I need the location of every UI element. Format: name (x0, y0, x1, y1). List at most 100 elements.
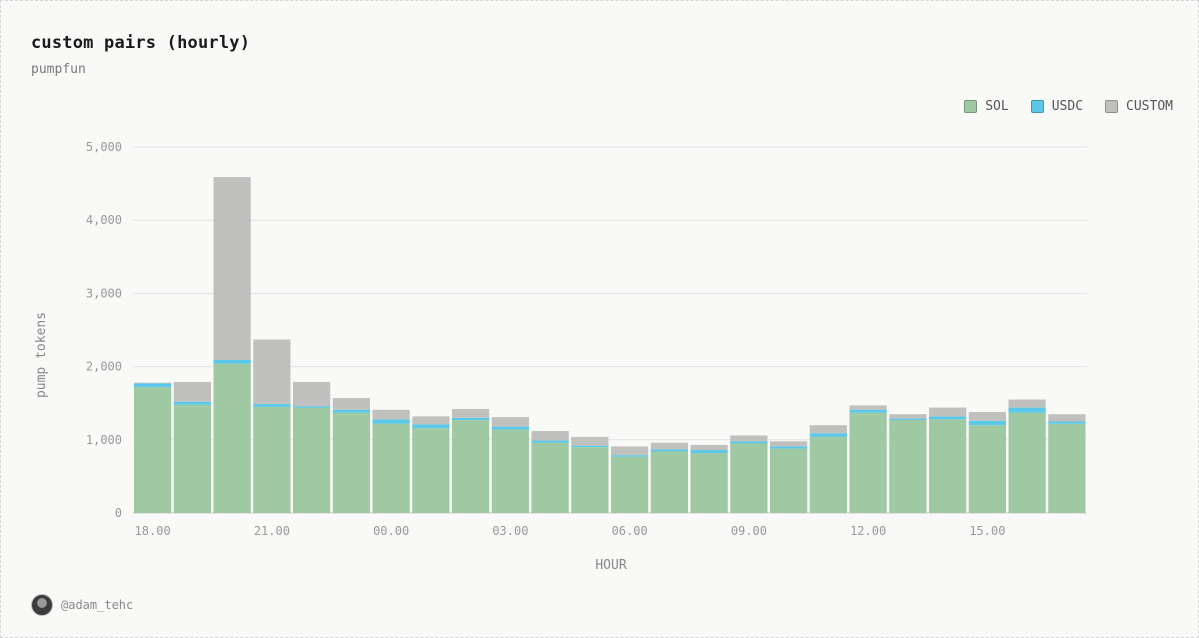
bar-sol[interactable] (213, 363, 251, 513)
bar-usdc[interactable] (690, 450, 728, 453)
bar-custom[interactable] (770, 441, 808, 447)
bar-sol[interactable] (332, 412, 370, 513)
bar-sol[interactable] (1048, 423, 1086, 513)
bar-sol[interactable] (452, 420, 490, 513)
bar-sol[interactable] (929, 419, 967, 513)
bar-usdc[interactable] (1008, 407, 1046, 413)
bar-usdc[interactable] (452, 417, 490, 421)
bar-usdc[interactable] (650, 449, 688, 452)
x-tick-label: 12.00 (850, 524, 886, 538)
bar-sol[interactable] (809, 436, 847, 513)
bar-custom[interactable] (372, 409, 410, 420)
bar-sol[interactable] (730, 443, 768, 513)
bar-sol[interactable] (770, 448, 808, 513)
bar-usdc[interactable] (809, 433, 847, 437)
avatar[interactable] (31, 594, 53, 616)
grid-lines (133, 146, 1087, 514)
footer: @adam_tehc (31, 594, 133, 616)
y-tick-label: 3,000 (86, 286, 122, 300)
legend-label-sol: SOL (985, 99, 1009, 114)
bar-sol[interactable] (571, 447, 609, 513)
bar-usdc[interactable] (929, 416, 967, 420)
bar-sol[interactable] (968, 425, 1006, 513)
bar-usdc[interactable] (531, 440, 569, 443)
legend-item-sol[interactable]: SOL (964, 99, 1009, 114)
chart-title: custom pairs (hourly) (31, 33, 251, 53)
y-axis-label: pump tokens (34, 312, 49, 398)
legend-label-usdc: USDC (1051, 99, 1084, 114)
bar-custom[interactable] (849, 405, 887, 410)
chart-subtitle: pumpfun (31, 62, 86, 77)
x-tick-label: 03.00 (492, 524, 528, 538)
bar-custom[interactable] (293, 381, 331, 407)
bar-usdc[interactable] (134, 383, 172, 388)
bar-custom[interactable] (332, 398, 370, 410)
bar-sol[interactable] (173, 404, 211, 513)
bar-usdc[interactable] (1048, 421, 1086, 424)
bar-custom[interactable] (531, 431, 569, 441)
bar-usdc[interactable] (332, 409, 370, 413)
bar-sol[interactable] (372, 423, 410, 513)
bar-sol[interactable] (889, 420, 927, 513)
bar-usdc[interactable] (213, 360, 251, 364)
bar-usdc[interactable] (968, 420, 1006, 426)
bar-usdc[interactable] (412, 424, 450, 429)
bar-custom[interactable] (611, 446, 649, 456)
bar-sol[interactable] (253, 406, 291, 513)
bar-custom[interactable] (929, 407, 967, 417)
bar-usdc[interactable] (372, 419, 410, 424)
bar-usdc[interactable] (253, 403, 291, 407)
y-tick-label: 1,000 (86, 433, 122, 447)
x-tick-label: 00.00 (373, 524, 409, 538)
bar-usdc[interactable] (770, 446, 808, 449)
bar-usdc[interactable] (173, 401, 211, 405)
bar-custom[interactable] (213, 177, 251, 361)
legend-item-custom[interactable]: CUSTOM (1105, 99, 1173, 114)
bar-custom[interactable] (253, 339, 291, 404)
bar-custom[interactable] (650, 442, 688, 450)
bar-sol[interactable] (293, 407, 331, 513)
bar-custom[interactable] (412, 416, 450, 425)
x-tick-label: 18.00 (135, 524, 171, 538)
bar-custom[interactable] (571, 436, 609, 446)
bar-sol[interactable] (134, 387, 172, 513)
bar-usdc[interactable] (849, 409, 887, 413)
bar-usdc[interactable] (889, 418, 927, 421)
bar-custom[interactable] (134, 382, 172, 384)
bar-sol[interactable] (531, 442, 569, 513)
bar-sol[interactable] (1008, 412, 1046, 513)
bar-custom[interactable] (173, 381, 211, 402)
bar-custom[interactable] (968, 411, 1006, 421)
bar-custom[interactable] (452, 409, 490, 418)
bar-custom[interactable] (491, 417, 529, 427)
bar-custom[interactable] (1048, 414, 1086, 422)
x-tick-label: 15.00 (969, 524, 1005, 538)
x-tick-label: 06.00 (612, 524, 648, 538)
legend-swatch-sol (964, 100, 978, 113)
legend-swatch-usdc (1030, 100, 1044, 113)
bar-usdc[interactable] (571, 445, 609, 448)
y-axis-ticks: 0 1,000 2,000 3,000 4,000 5,000 (86, 140, 122, 520)
bar-sol[interactable] (690, 452, 728, 513)
bar-custom[interactable] (690, 444, 728, 451)
bar-sol[interactable] (491, 429, 529, 513)
bar-usdc[interactable] (293, 406, 331, 408)
bar-custom[interactable] (730, 435, 768, 442)
bar-custom[interactable] (809, 425, 847, 434)
x-axis-label: HOUR (595, 558, 626, 573)
bar-custom[interactable] (889, 414, 927, 419)
x-tick-label: 21.00 (254, 524, 290, 538)
bar-usdc[interactable] (730, 441, 768, 444)
legend-item-usdc[interactable]: USDC (1030, 99, 1084, 114)
bar-custom[interactable] (1008, 399, 1046, 408)
bar-sol[interactable] (611, 456, 649, 513)
author-handle[interactable]: @adam_tehc (61, 598, 134, 612)
bar-usdc[interactable] (491, 426, 529, 430)
bar-usdc[interactable] (611, 455, 649, 457)
bar-sol[interactable] (650, 451, 688, 513)
chart-legend: SOL USDC CUSTOM (964, 99, 1173, 114)
bar-sol[interactable] (849, 412, 887, 513)
bar-sol[interactable] (412, 428, 450, 513)
